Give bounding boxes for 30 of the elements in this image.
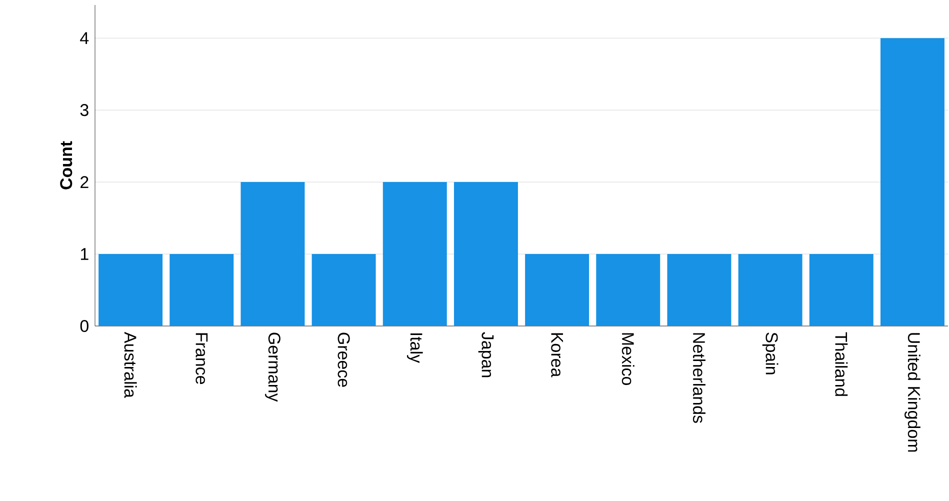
y-tick-label: 2 <box>80 176 88 188</box>
x-tick-label: Australia <box>124 332 137 398</box>
x-tick-label: Mexico <box>622 333 634 385</box>
y-tick-label: 3 <box>80 104 88 116</box>
x-tick-label: Germany <box>265 332 280 402</box>
x-tick-label: Korea <box>551 333 563 378</box>
bar <box>596 254 660 326</box>
y-tick-label: 4 <box>80 32 89 44</box>
x-tick-label: United Kingdom <box>904 333 920 452</box>
x-tick-label: Italy <box>406 333 423 364</box>
bar <box>240 182 305 326</box>
bar <box>525 254 590 326</box>
bar <box>809 254 874 326</box>
x-tick-label: Japan <box>478 332 494 378</box>
bar <box>738 254 802 326</box>
x-tick-label: Greece <box>338 332 350 387</box>
y-axis-title: Count <box>60 141 72 190</box>
bar <box>667 254 732 326</box>
y-tick-label: 0 <box>80 320 88 332</box>
bar <box>170 254 234 326</box>
bar <box>454 182 518 326</box>
x-tick-label: Spain <box>762 332 778 374</box>
bar <box>312 254 376 326</box>
bar <box>880 38 944 326</box>
bar <box>98 254 163 326</box>
x-tick-label: France <box>196 333 208 384</box>
x-tick-label: Netherlands <box>692 333 706 423</box>
y-tick-label: 1 <box>80 248 88 260</box>
bar <box>382 182 447 326</box>
x-tick-label: Thailand <box>835 332 848 396</box>
